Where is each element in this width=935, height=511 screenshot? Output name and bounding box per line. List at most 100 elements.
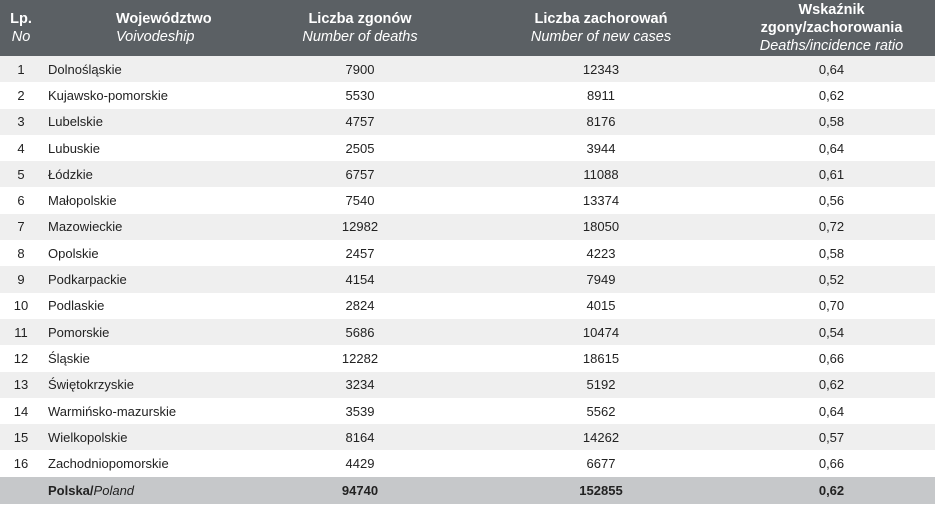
- cell-ratio: 0,64: [818, 61, 845, 77]
- cell-deaths: 6757: [345, 166, 375, 182]
- cell-voivodeship: Lubelskie: [48, 114, 103, 130]
- cell-ratio: 0,57: [818, 429, 845, 445]
- cell-cases: 5562: [586, 403, 616, 419]
- cell-ratio: 0,58: [818, 245, 845, 261]
- cell-ratio: 0,66: [818, 350, 845, 366]
- total-deaths: 94740: [341, 482, 379, 498]
- table-row: 15 Wielkopolskie 8164 14262 0,57: [0, 424, 935, 451]
- table-header: Lp. No Województwo Voivodeship Liczba zg…: [0, 0, 935, 56]
- cell-cases: 8176: [586, 114, 616, 130]
- cell-deaths: 2457: [345, 245, 375, 261]
- cell-ratio: 0,64: [818, 140, 845, 156]
- cell-no: 16: [13, 456, 29, 472]
- total-name-pl: Polska: [48, 482, 90, 498]
- cell-voivodeship: Łódzkie: [48, 166, 93, 182]
- cell-no: 3: [17, 114, 25, 130]
- cell-cases: 13374: [582, 193, 620, 209]
- header-deaths: Liczba zgonów Number of deaths: [246, 0, 474, 56]
- table-row: 8 Opolskie 2457 4223 0,58: [0, 240, 935, 267]
- cell-cases: 3944: [586, 140, 616, 156]
- cell-ratio: 0,54: [818, 324, 845, 340]
- cell-voivodeship: Wielkopolskie: [48, 429, 128, 445]
- cell-deaths: 3539: [345, 403, 375, 419]
- table-row: 7 Mazowieckie 12982 18050 0,72: [0, 213, 935, 241]
- cell-deaths: 2824: [345, 298, 375, 314]
- cell-ratio: 0,61: [818, 166, 845, 182]
- cell-no: 2: [17, 87, 25, 103]
- header-row: Lp. No Województwo Voivodeship Liczba zg…: [0, 0, 935, 56]
- cell-no: 10: [13, 298, 29, 314]
- cell-ratio: 0,72: [818, 219, 845, 235]
- cell-voivodeship: Śląskie: [48, 350, 90, 366]
- table-row: 5 Łódzkie 6757 11088 0,61: [0, 161, 935, 188]
- header-lp-pl: Lp.: [10, 11, 32, 27]
- cell-no: 8: [17, 245, 25, 261]
- table-row: 16 Zachodniopomorskie 4429 6677 0,66: [0, 450, 935, 477]
- cell-voivodeship: Opolskie: [48, 245, 99, 261]
- header-cases-en: Number of new cases: [530, 29, 672, 45]
- cell-no: 14: [13, 403, 29, 419]
- header-lp: Lp. No: [0, 0, 42, 56]
- cell-deaths: 7540: [345, 193, 375, 209]
- table-body: 1 Dolnośląskie 7900 12343 0,64 2 Kujawsko-pomo…: [0, 56, 935, 477]
- cell-ratio: 0,70: [818, 298, 845, 314]
- cell-ratio: 0,62: [818, 87, 845, 103]
- cell-no: 13: [13, 377, 29, 393]
- table-row: 9 Podkarpackie 4154 7949 0,52: [0, 266, 935, 293]
- header-ratio-en: Deaths/incidence ratio: [759, 38, 904, 54]
- table-footer: Polska/Poland 94740 152855 0,62: [0, 476, 935, 504]
- cell-ratio: 0,62: [818, 377, 845, 393]
- table-row: 10 Podlaskie 2824 4015 0,70: [0, 292, 935, 319]
- cell-voivodeship: Podkarpackie: [48, 272, 127, 288]
- total-no: [0, 477, 42, 504]
- cell-cases: 4015: [586, 298, 616, 314]
- table-row: 12 Śląskie 12282 18615 0,66: [0, 345, 935, 372]
- cell-cases: 11088: [583, 166, 619, 182]
- cell-deaths: 4429: [345, 456, 375, 472]
- cell-voivodeship: Warmińsko-mazurskie: [48, 403, 177, 419]
- cell-voivodeship: Lubuskie: [48, 140, 101, 156]
- cell-ratio: 0,64: [818, 403, 845, 419]
- cell-voivodeship: Mazowieckie: [48, 219, 123, 235]
- cell-voivodeship: Małopolskie: [48, 193, 117, 209]
- table-row: 4 Lubuskie 2505 3944 0,64: [0, 134, 935, 162]
- header-lp-en: No: [11, 29, 31, 45]
- cell-deaths: 4154: [345, 272, 375, 288]
- cell-no: 4: [17, 140, 25, 156]
- cell-deaths: 8164: [345, 429, 375, 445]
- cell-no: 15: [13, 429, 29, 445]
- header-cases-pl: Liczba zachorowań: [534, 11, 668, 27]
- cell-deaths: 5686: [345, 324, 375, 340]
- table-row: 14 Warmińsko-mazurskie 3539 5562 0,64: [0, 397, 935, 425]
- cell-no: 6: [17, 193, 25, 209]
- cell-cases: 7949: [586, 272, 616, 288]
- cell-deaths: 2505: [345, 140, 375, 156]
- cell-cases: 5192: [586, 377, 616, 393]
- cell-cases: 6677: [586, 456, 616, 472]
- header-voivodeship: Województwo Voivodeship: [42, 0, 246, 56]
- cell-cases: 14262: [582, 429, 620, 445]
- cell-ratio: 0,66: [818, 456, 845, 472]
- table-row: 11 Pomorskie 5686 10474 0,54: [0, 318, 935, 346]
- total-ratio: 0,62: [818, 482, 845, 498]
- cell-cases: 10474: [582, 324, 620, 340]
- cell-no: 1: [17, 61, 25, 77]
- cell-ratio: 0,58: [818, 114, 845, 130]
- cell-no: 7: [17, 219, 25, 235]
- cell-cases: 18615: [582, 350, 620, 366]
- cell-voivodeship: Świętokrzyskie: [48, 377, 134, 393]
- header-deaths-en: Number of deaths: [302, 29, 418, 45]
- table-row: 1 Dolnośląskie 7900 12343 0,64: [0, 56, 935, 83]
- cell-no: 12: [13, 350, 29, 366]
- cell-cases: 4223: [586, 245, 616, 261]
- header-voivodeship-en: Voivodeship: [116, 29, 195, 45]
- header-ratio: Wskaźnik zgony/zachorowania Deaths/incid…: [728, 0, 935, 56]
- total-row: Polska/Poland 94740 152855 0,62: [0, 476, 935, 504]
- header-ratio-pl: Wskaźnik zgony/zachorowania: [760, 2, 903, 36]
- table-row: 2 Kujawsko-pomorskie 5530 8911 0,62: [0, 82, 935, 109]
- total-name-en: Poland: [93, 482, 135, 498]
- cell-deaths: 4757: [345, 114, 375, 130]
- cell-no: 5: [17, 166, 25, 182]
- header-cases: Liczba zachorowań Number of new cases: [474, 0, 728, 56]
